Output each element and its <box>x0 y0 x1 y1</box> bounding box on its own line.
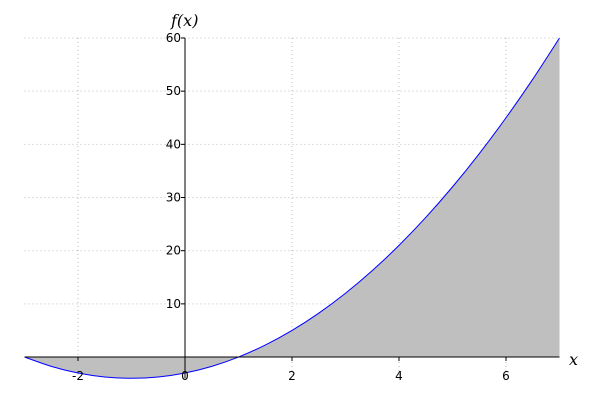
x-tick-label: 0 <box>181 369 189 383</box>
y-tick-label: 60 <box>166 31 181 45</box>
area-fill <box>24 38 560 379</box>
x-tick-label: -2 <box>72 369 84 383</box>
y-axis-label: f(x) <box>170 11 198 30</box>
tick-labels: -2 0 2 4 6 10 20 30 40 50 60 <box>72 31 510 383</box>
y-tick-label: 40 <box>166 137 181 151</box>
x-tick-label: 2 <box>288 369 296 383</box>
y-tick-label: 30 <box>166 191 181 205</box>
series-line <box>24 37 560 379</box>
y-tick-label: 50 <box>166 84 181 98</box>
y-tick-label: 20 <box>166 244 181 258</box>
y-tick-label: 10 <box>166 297 181 311</box>
x-axis-label: x <box>569 350 578 369</box>
x-tick-label: 4 <box>395 369 403 383</box>
axes <box>24 37 560 379</box>
x-tick-label: 6 <box>502 369 510 383</box>
